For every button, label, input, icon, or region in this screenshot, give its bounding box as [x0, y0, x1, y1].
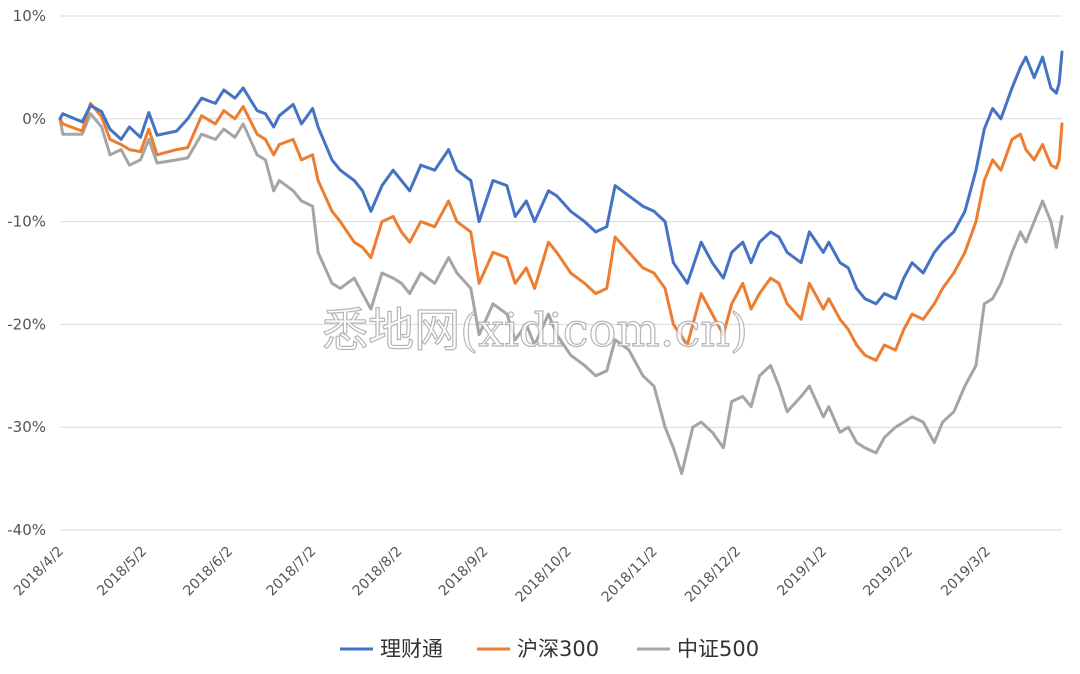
y-tick-label: -30%	[7, 418, 46, 436]
grid-lines	[60, 15, 1062, 531]
series-line-2	[58, 112, 1064, 475]
legend-label: 中证500	[677, 637, 759, 661]
legend-label: 沪深300	[517, 637, 599, 661]
x-tick-label: 2019/2/2	[860, 544, 916, 600]
y-tick-label: 0%	[22, 110, 46, 128]
legend-label: 理财通	[380, 637, 443, 661]
y-axis-ticks: 10% 0% -10% -20% -30% -40%	[7, 7, 46, 539]
series-line-0	[58, 50, 1064, 306]
x-tick-label: 2018/6/2	[180, 544, 236, 600]
x-tick-label: 2018/10/2	[513, 544, 575, 606]
x-tick-label: 2019/1/2	[774, 544, 830, 600]
x-tick-label: 2018/7/2	[264, 544, 320, 600]
y-tick-label: -40%	[7, 521, 46, 539]
x-tick-label: 2018/5/2	[94, 544, 150, 600]
x-tick-label: 2018/4/2	[11, 544, 67, 600]
watermark-text: 悉地网(xidicom.cn)	[322, 303, 748, 357]
x-tick-label: 2018/9/2	[436, 544, 492, 600]
x-tick-label: 2018/12/2	[682, 544, 744, 606]
series-line-1	[58, 101, 1064, 362]
series-lines	[58, 50, 1064, 475]
x-axis-ticks: 2018/4/2 2018/5/2 2018/6/2 2018/7/2 2018/8/2…	[11, 544, 994, 606]
legend: 理财通 沪深300 中证500	[340, 637, 759, 661]
y-tick-label: 10%	[13, 7, 46, 25]
x-tick-label: 2018/11/2	[599, 544, 661, 606]
y-tick-label: -20%	[7, 315, 46, 333]
x-tick-label: 2019/3/2	[938, 544, 994, 600]
x-tick-label: 2018/8/2	[350, 544, 406, 600]
y-tick-label: -10%	[7, 213, 46, 231]
